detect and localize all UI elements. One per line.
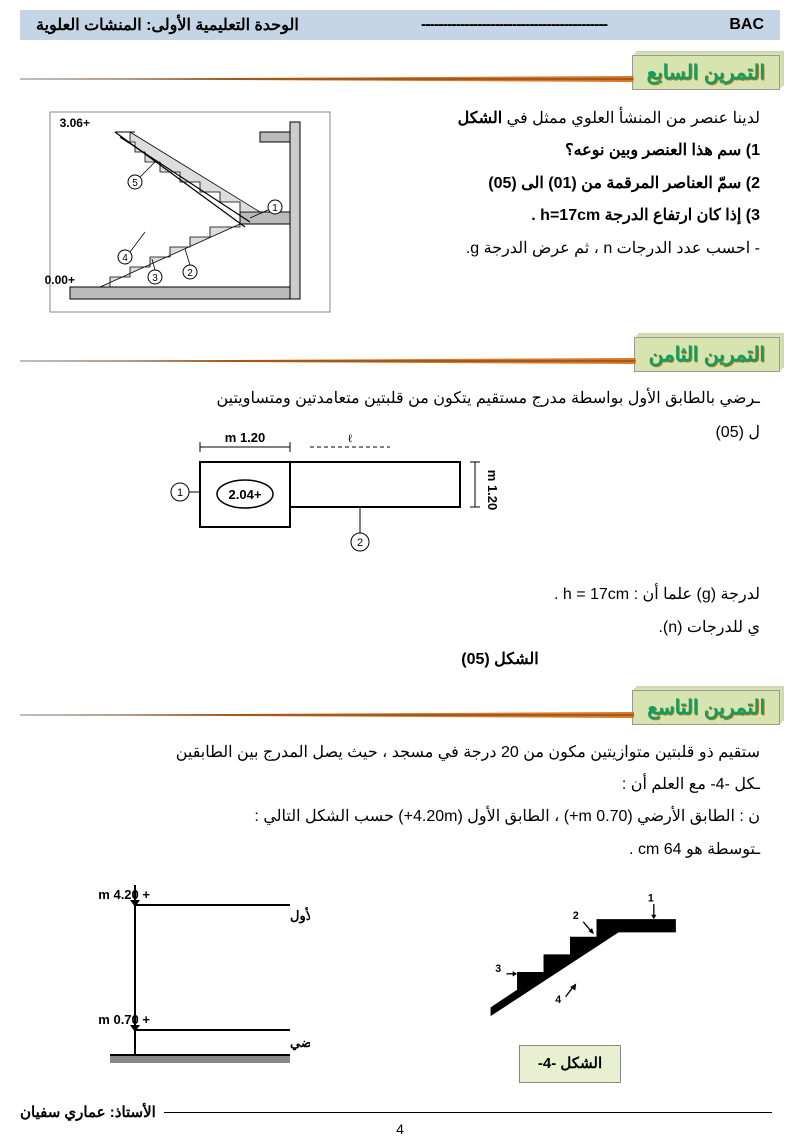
- ex8-line1: ـرضي بالطابق الأول بواسطة مدرج مستقيم يت…: [40, 384, 760, 414]
- ex8-caption: الشكل (05): [240, 645, 760, 675]
- header-left: BAC: [729, 16, 764, 34]
- ex8-line2: ل (05): [500, 418, 760, 448]
- ex9-line2: ـكل -4- مع العلم أن :: [40, 770, 760, 800]
- header-dashes: ----------------------------------------…: [299, 16, 730, 34]
- ex9-tab: التمرين التاسع: [632, 690, 780, 725]
- ex7-figure: +3.06 +0.00 1 2 3 4 5: [40, 102, 340, 322]
- ex7-q3b: - احسب عدد الدرجات n ، ثم عرض الدرجة g.: [360, 234, 760, 264]
- ex7-header: التمرين السابع: [20, 52, 780, 92]
- ex7-line1a: لدينا عنصر من المنشأ العلوي ممثل في: [502, 110, 760, 127]
- svg-text:الطابق الأول: الطابق الأول: [290, 907, 310, 924]
- svg-text:1: 1: [648, 893, 654, 905]
- ex8-tab: التمرين الثامن: [634, 337, 780, 372]
- svg-text:2: 2: [573, 910, 579, 922]
- svg-text:4: 4: [122, 253, 128, 264]
- decorative-line: [20, 705, 634, 711]
- ex9-caption: الشكل -4-: [519, 1045, 621, 1084]
- decorative-line: [20, 351, 636, 357]
- svg-text:3: 3: [152, 273, 158, 284]
- teacher-name: الأستاذ: عماري سفيان: [20, 1103, 156, 1121]
- page-footer: الأستاذ: عماري سفيان: [20, 1103, 780, 1121]
- ex8-header: التمرين الثامن: [20, 334, 780, 374]
- page-number: 4: [396, 1121, 404, 1137]
- svg-text:+3.06: +3.06: [60, 116, 90, 130]
- header-right: الوحدة التعليمية الأولى: المنشات العلوية: [36, 15, 299, 35]
- svg-text:1.20 m: 1.20 m: [485, 470, 500, 511]
- ex7-q1: 1) سم هذا العنصر وبين نوعه؟: [360, 136, 760, 166]
- svg-text:4: 4: [555, 994, 561, 1006]
- ex9-line4: ـتوسطة هو 64 cm .: [40, 835, 760, 865]
- page-header: BAC ------------------------------------…: [20, 10, 780, 40]
- decorative-line: [20, 69, 634, 75]
- svg-text:ℓ: ℓ: [348, 433, 352, 445]
- ex7-tab: التمرين السابع: [632, 55, 780, 90]
- svg-text:2: 2: [357, 537, 363, 549]
- ex7-q3: 3) إذا كان ارتفاع الدرجة h=17cm .: [531, 207, 760, 224]
- svg-text:1: 1: [272, 203, 278, 214]
- svg-text:3: 3: [495, 963, 501, 975]
- ex9-figures: + 4.20 m الطابق الأول + 0.70 m الطابق ال…: [40, 875, 760, 1075]
- ex7-text: لدينا عنصر من المنشأ العلوي ممثل في الشك…: [360, 102, 760, 266]
- ex7-content: لدينا عنصر من المنشأ العلوي ممثل في الشك…: [0, 102, 800, 322]
- svg-text:5: 5: [132, 178, 138, 189]
- ex9-line3: ن : الطابق الأرضي (0.70 m+) ، الطابق الأ…: [40, 802, 760, 832]
- ex7-q2: 2) سمّ العناصر المرقمة من (01) الى (05): [360, 169, 760, 199]
- ex8-line3: لدرجة (g) علما أن : h = 17cm .: [40, 580, 760, 610]
- ex9-line1: ستقيم ذو قلبتين متوازيتين مكون من 20 درج…: [40, 738, 760, 768]
- footer-line: [164, 1112, 772, 1113]
- ex9-figure-stairs: 1 2 3 4 الشكل -4-: [430, 875, 710, 1075]
- svg-text:2: 2: [187, 268, 193, 279]
- svg-text:1.20 m: 1.20 m: [225, 430, 266, 445]
- ex7-line1b: الشكل: [458, 110, 503, 127]
- ex8-content: ـرضي بالطابق الأول بواسطة مدرج مستقيم يت…: [0, 384, 800, 676]
- svg-text:1: 1: [177, 487, 183, 499]
- ex9-figure-levels: + 4.20 m الطابق الأول + 0.70 m الطابق ال…: [90, 875, 310, 1075]
- ex8-line4: ي للدرجات (n).: [40, 613, 760, 643]
- ex9-content: ستقيم ذو قلبتين متوازيتين مكون من 20 درج…: [0, 738, 800, 1076]
- svg-text:الطابق الأرضي: الطابق الأرضي: [290, 1034, 310, 1051]
- svg-text:+ 4.20 m: + 4.20 m: [98, 887, 150, 902]
- svg-text:+2.04: +2.04: [229, 487, 262, 502]
- ex8-figure: 1.20 m ℓ 1.20 m +2.04 1 2: [160, 422, 500, 572]
- svg-text:+ 0.70 m: + 0.70 m: [98, 1012, 150, 1027]
- ex9-header: التمرين التاسع: [20, 688, 780, 728]
- svg-text:+0.00: +0.00: [45, 273, 75, 287]
